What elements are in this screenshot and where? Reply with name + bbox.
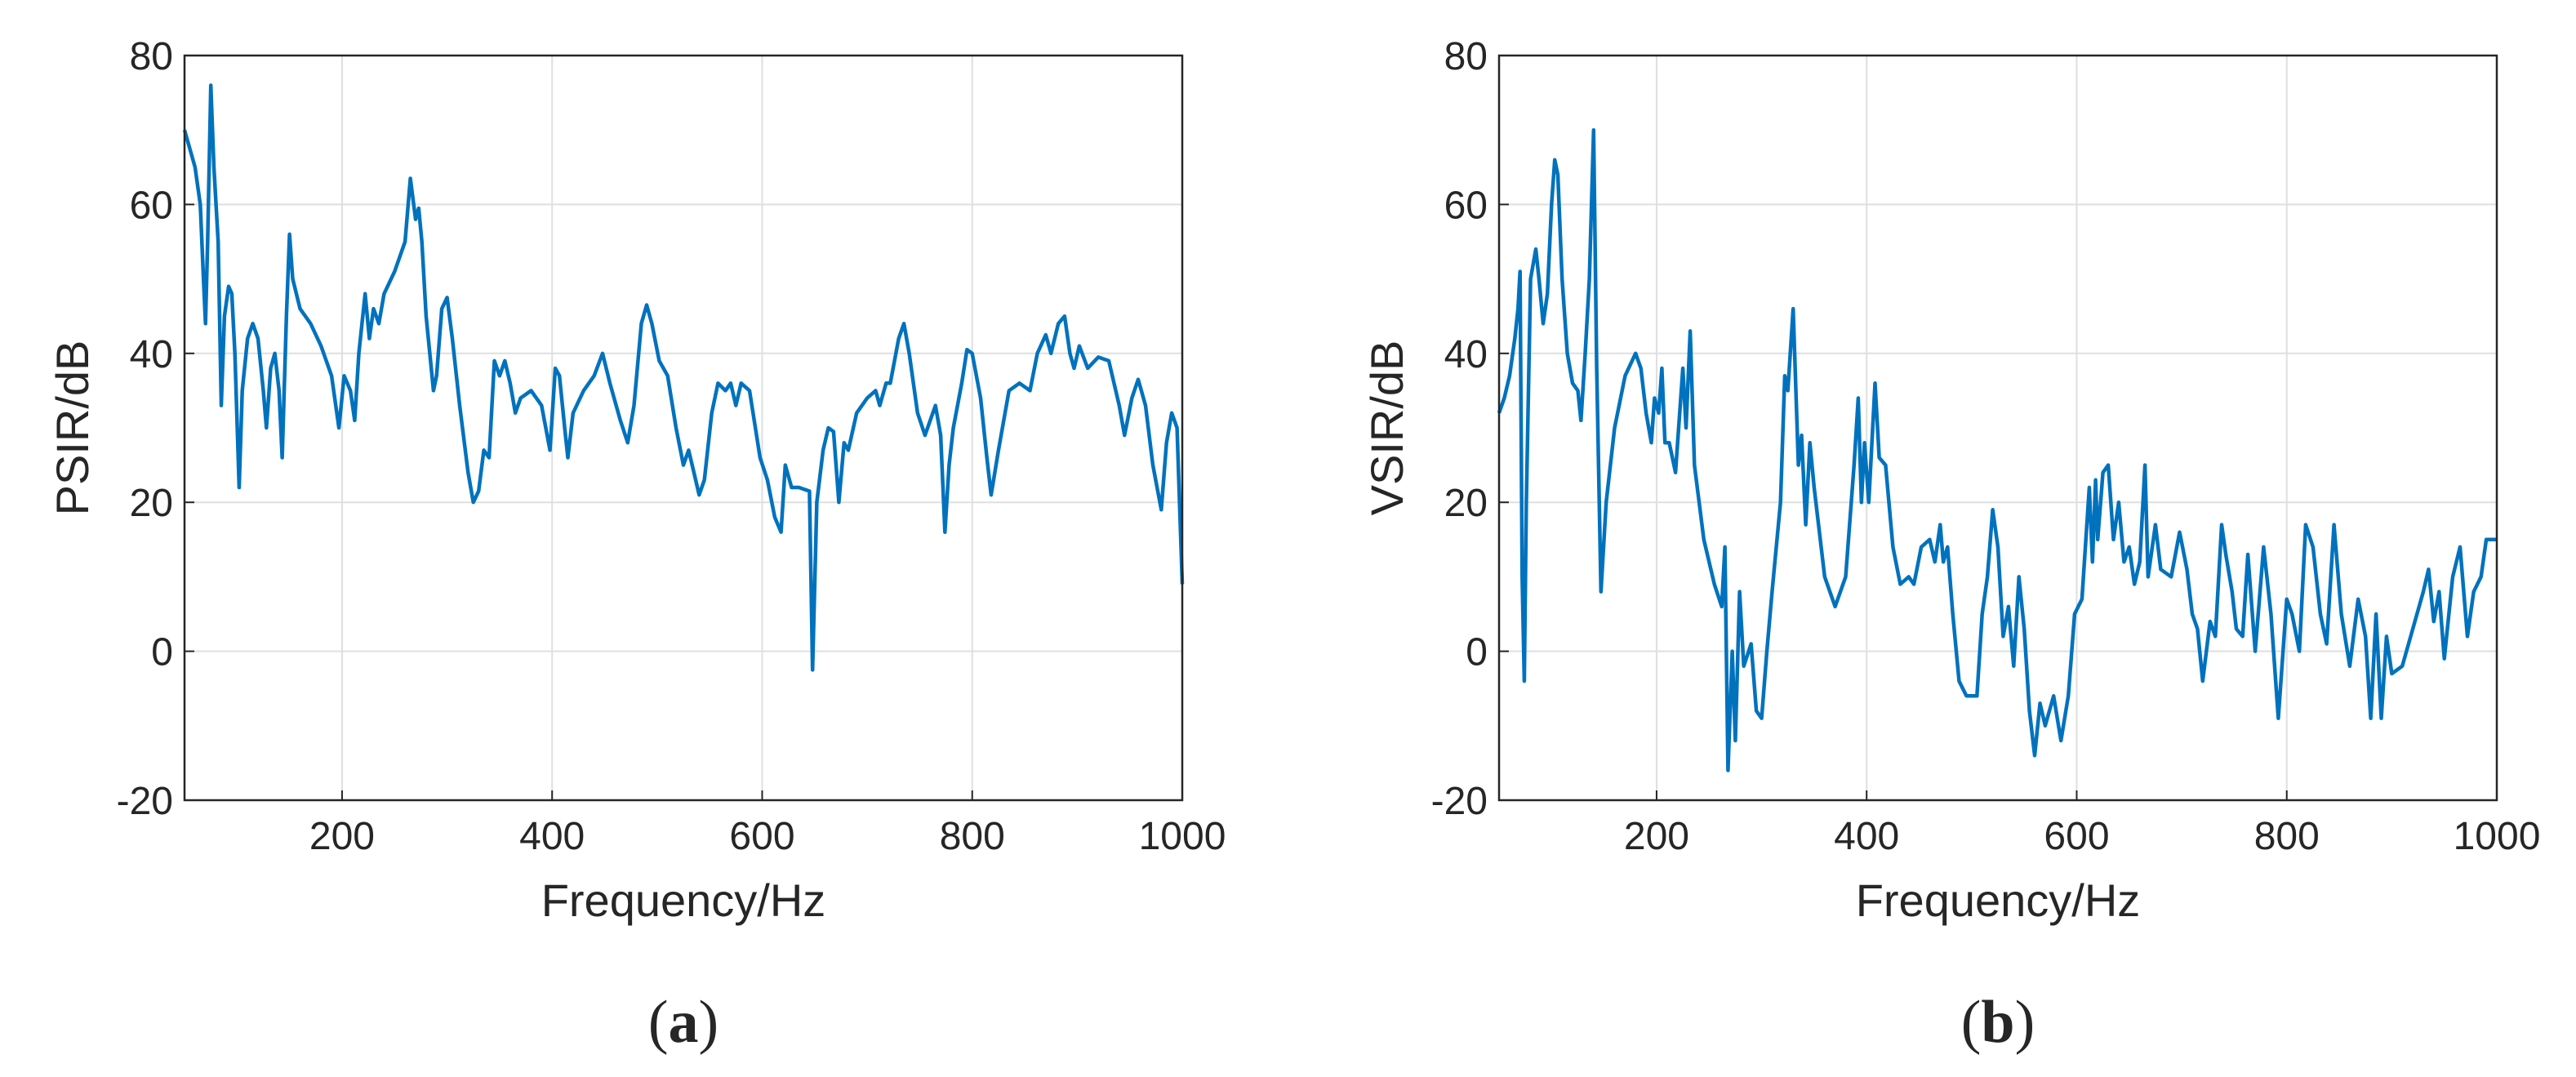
y-tick-label: 0 <box>1466 631 1488 674</box>
y-tick-label: 60 <box>1444 184 1488 227</box>
subplot-caption: (a) <box>648 989 719 1056</box>
x-tick-label: 1000 <box>2454 815 2541 858</box>
data-line <box>182 83 1185 672</box>
caption-part: ( <box>648 989 669 1056</box>
subplot: -20 0 20 40 60 80 200 400 600 800 1000 Frequency/Hz… <box>47 35 1226 1056</box>
y-tick-label: -20 <box>1431 780 1488 823</box>
y-tick-label: 80 <box>130 35 173 78</box>
caption-part: ) <box>699 989 719 1056</box>
plot-frame <box>183 54 1184 802</box>
plot-frame <box>1497 54 2498 802</box>
x-axis-label: Frequency/Hz <box>541 875 826 926</box>
caption-part: b <box>1981 989 2014 1056</box>
caption-part: ( <box>1961 989 1982 1056</box>
caption-part: ) <box>2015 989 2035 1056</box>
x-tick-label: 200 <box>1624 815 1689 858</box>
y-tick-label: 20 <box>130 482 173 525</box>
y-tick-label: 20 <box>1444 482 1488 525</box>
x-tick-label: 400 <box>1834 815 1899 858</box>
x-tick-label: 200 <box>309 815 375 858</box>
subplot-caption: (b) <box>1961 989 2035 1056</box>
y-tick-label: 40 <box>130 333 173 376</box>
x-axis-label: Frequency/Hz <box>1856 875 2141 926</box>
y-axis-label: VSIR/dB <box>1361 340 1413 516</box>
y-tick-label: 80 <box>1444 35 1488 78</box>
x-tick-label: 600 <box>729 815 794 858</box>
subplot: -20 0 20 40 60 80 200 400 600 800 1000 Frequency/Hz… <box>1361 35 2540 1056</box>
x-tick-label: 800 <box>940 815 1005 858</box>
x-tick-label: 600 <box>2044 815 2109 858</box>
x-tick-label: 1000 <box>1139 815 1226 858</box>
y-tick-label: 40 <box>1444 333 1488 376</box>
data-line <box>1497 127 2497 772</box>
x-tick-label: 800 <box>2254 815 2320 858</box>
y-tick-label: 0 <box>151 631 173 674</box>
y-tick-label: 60 <box>130 184 173 227</box>
y-axis-label: PSIR/dB <box>47 340 98 516</box>
caption-part: a <box>669 989 699 1056</box>
x-tick-label: 400 <box>519 815 585 858</box>
y-tick-label: -20 <box>117 780 173 823</box>
